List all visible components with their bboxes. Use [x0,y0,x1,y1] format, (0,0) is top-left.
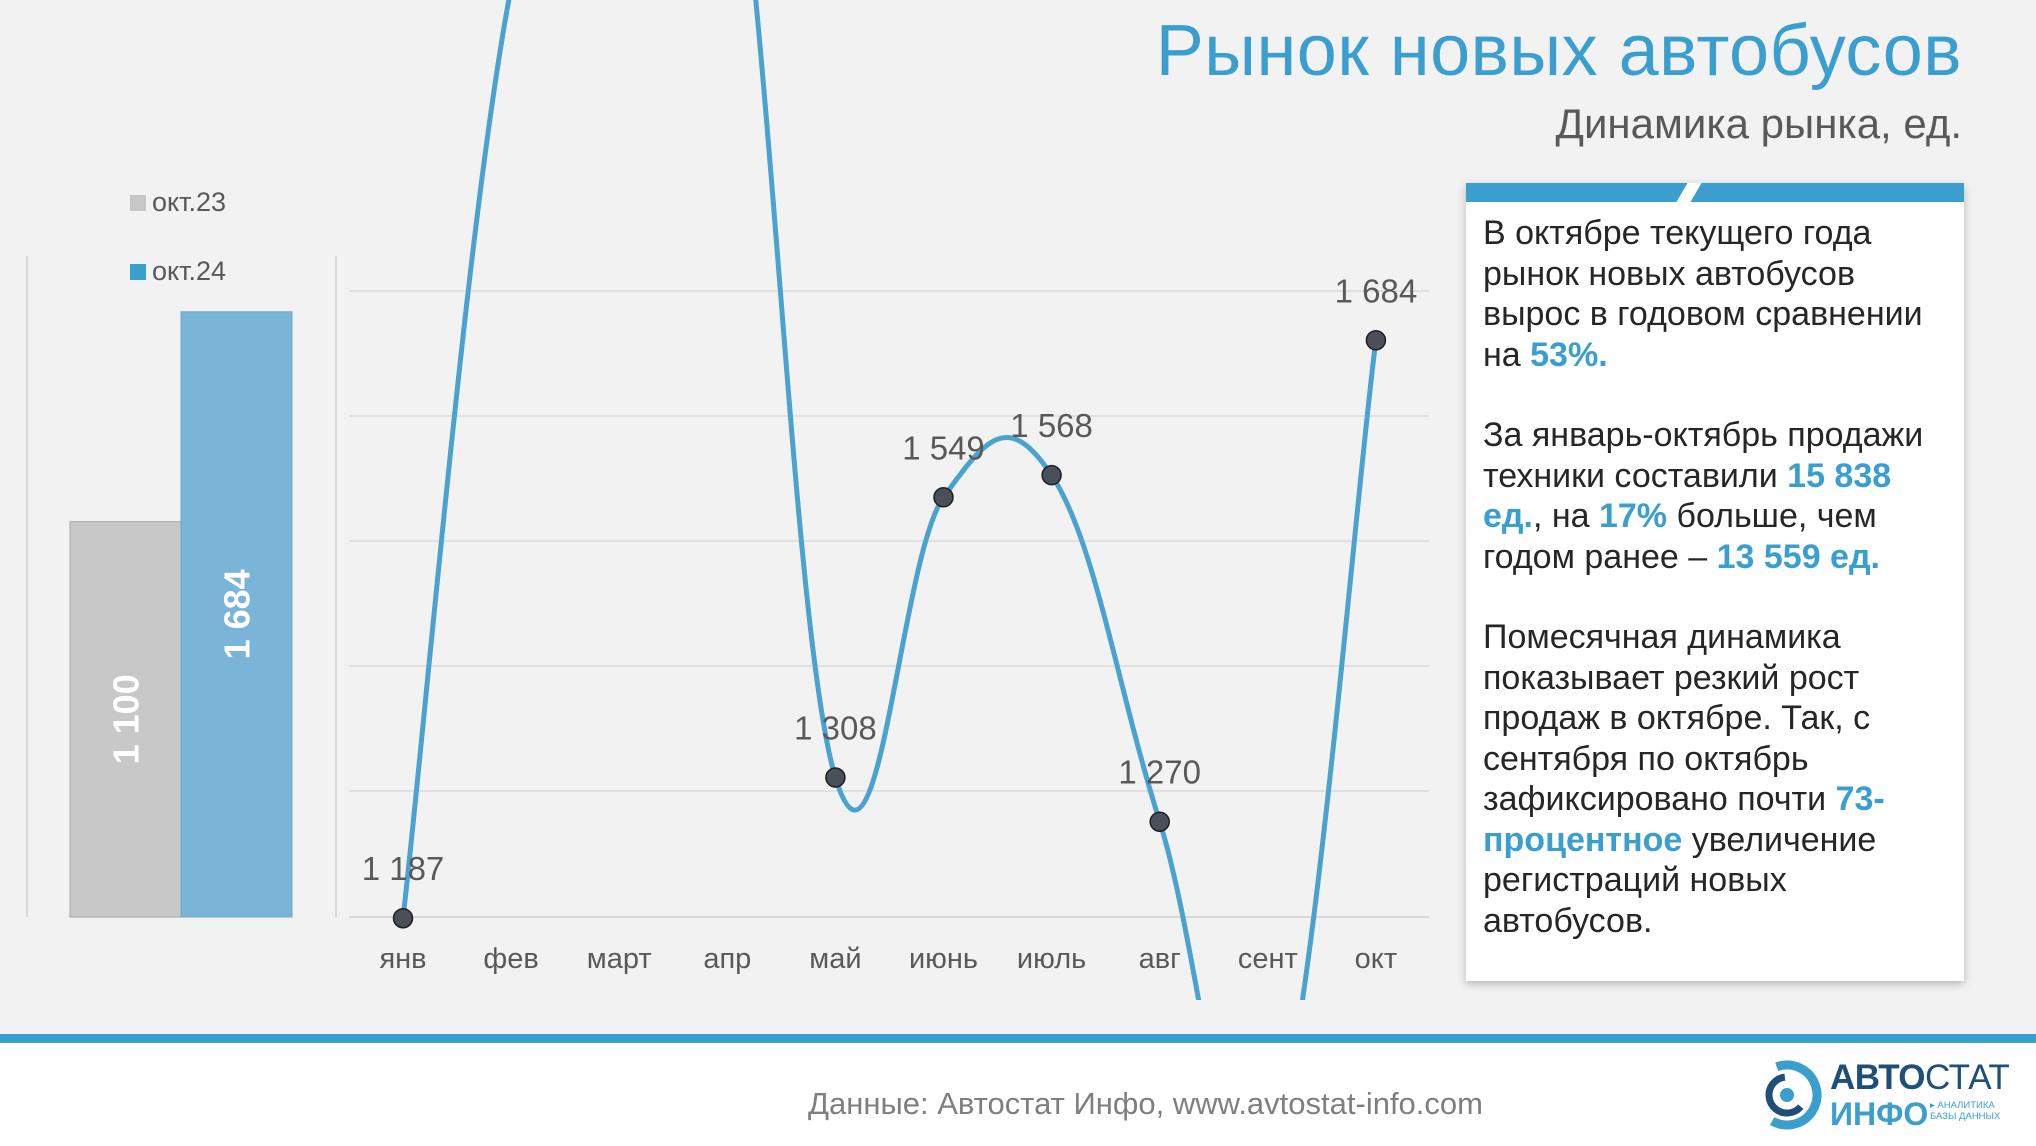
footer-accent-line [0,1034,2036,1043]
summary-paragraph-2: За январь-октябрь продажи техники состав… [1483,416,1924,576]
logo-tagline: ▸ АНАЛИТИКА БАЗЫ ДАННЫХ [1930,1100,2001,1122]
bar-label-okt23: 1 100 [106,674,147,764]
data-label-окт: 1 684 [1335,272,1418,309]
logo-word-info: ИНФО [1830,1096,1929,1132]
line-point-июль [1041,464,1062,486]
summary-paragraph-1: В октябре текущего года рынок новых авто… [1483,214,1923,374]
line-series [400,0,1379,1000]
summary-paragraph-3: Помесячная динамика показывает резкий ро… [1483,618,1885,940]
x-tick-май: май [809,943,861,975]
legend-swatch-okt24 [130,263,146,280]
data-label-июнь: 1 549 [902,429,985,466]
bar-okt23 [69,521,182,918]
legend-swatch-okt23 [130,194,146,211]
data-label-май: 1 308 [794,710,877,747]
line-point-июнь [933,487,954,508]
data-label-авг: 1 270 [1118,754,1201,791]
page-subtitle: Динамика рынка, ед. [1555,100,1962,147]
legend-label-okt24: окт.24 [152,256,227,286]
x-tick-сент: сент [1238,943,1298,975]
data-label-июль: 1 568 [1010,407,1093,444]
x-tick-окт: окт [1355,943,1397,975]
x-tick-март: март [587,943,652,975]
page-title: Рынок новых автобусов [1155,11,1962,91]
footer-source: Данные: Автостат Инфо, www.avtostat-info… [808,1086,1483,1121]
avtostat-logo: АВТОСТАТ ИНФО ▸ АНАЛИТИКА БАЗЫ ДАННЫХ [1752,1058,2010,1132]
legend-label-okt23: окт.23 [152,187,227,217]
line-point-окт [1365,330,1387,351]
logo-word-avtostat: АВТОСТАТ [1830,1058,2010,1097]
line-point-май [825,767,846,788]
legend-item-okt23: окт.23 [130,187,226,218]
logo-swirl-icon [1752,1060,1822,1130]
x-tick-авг: авг [1139,943,1181,975]
line-point-янв [392,907,414,929]
summary-textbox: В октябре текущего года рынок новых авто… [1466,183,1964,981]
x-tick-фев: фев [483,943,538,975]
legend-item-okt24: окт.24 [130,256,226,287]
x-tick-июль: июль [1017,943,1086,975]
footer [0,1043,2036,1146]
bar-chart: 1 100 1 684 [26,256,293,918]
bar-okt24 [180,311,293,918]
x-tick-апр: апр [703,943,751,975]
x-tick-янв: янв [379,943,426,975]
summary-text: В октябре текущего года рынок новых авто… [1483,213,1955,981]
bar-label-okt24: 1 684 [217,569,258,659]
data-label-янв: 1 187 [362,850,445,887]
line-point-авг [1149,811,1170,832]
line-chart: 1 187янв1 987фев2 149март2 158апр1 308ма… [335,0,1429,1000]
textbox-accent-bar [1466,183,1964,202]
x-tick-июнь: июнь [909,943,978,975]
